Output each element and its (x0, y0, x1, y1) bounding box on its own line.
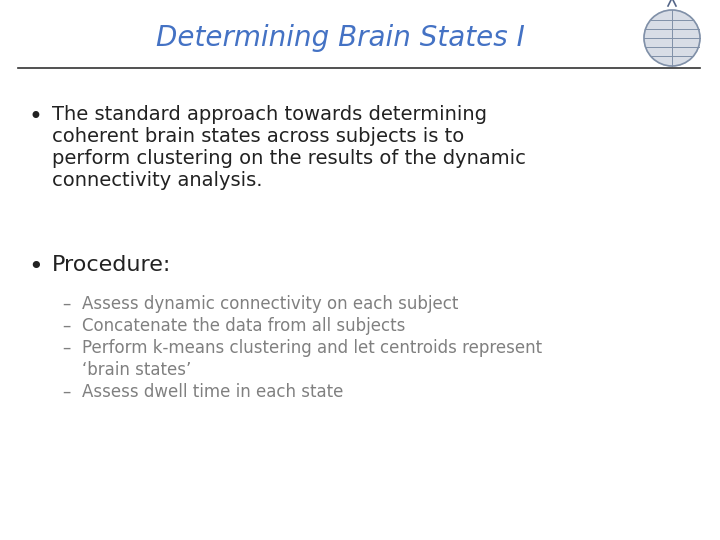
Circle shape (644, 10, 700, 66)
Text: –: – (62, 317, 71, 335)
Text: Assess dwell time in each state: Assess dwell time in each state (82, 383, 343, 401)
Text: –: – (62, 383, 71, 401)
Text: coherent brain states across subjects is to: coherent brain states across subjects is… (52, 127, 464, 146)
Text: –: – (62, 339, 71, 357)
Text: •: • (28, 105, 42, 129)
Text: The standard approach towards determining: The standard approach towards determinin… (52, 105, 487, 124)
Text: –: – (62, 295, 71, 313)
Text: Determining Brain States I: Determining Brain States I (156, 24, 524, 52)
Text: •: • (28, 255, 42, 279)
Text: Perform k-means clustering and let centroids represent: Perform k-means clustering and let centr… (82, 339, 542, 357)
Text: perform clustering on the results of the dynamic: perform clustering on the results of the… (52, 149, 526, 168)
Text: Concatenate the data from all subjects: Concatenate the data from all subjects (82, 317, 405, 335)
Text: ‘brain states’: ‘brain states’ (82, 361, 192, 379)
Text: connectivity analysis.: connectivity analysis. (52, 171, 263, 190)
Text: Procedure:: Procedure: (52, 255, 171, 275)
Text: Assess dynamic connectivity on each subject: Assess dynamic connectivity on each subj… (82, 295, 459, 313)
